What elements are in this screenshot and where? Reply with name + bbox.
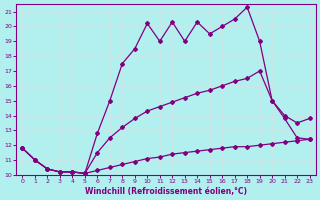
X-axis label: Windchill (Refroidissement éolien,°C): Windchill (Refroidissement éolien,°C) [85,187,247,196]
